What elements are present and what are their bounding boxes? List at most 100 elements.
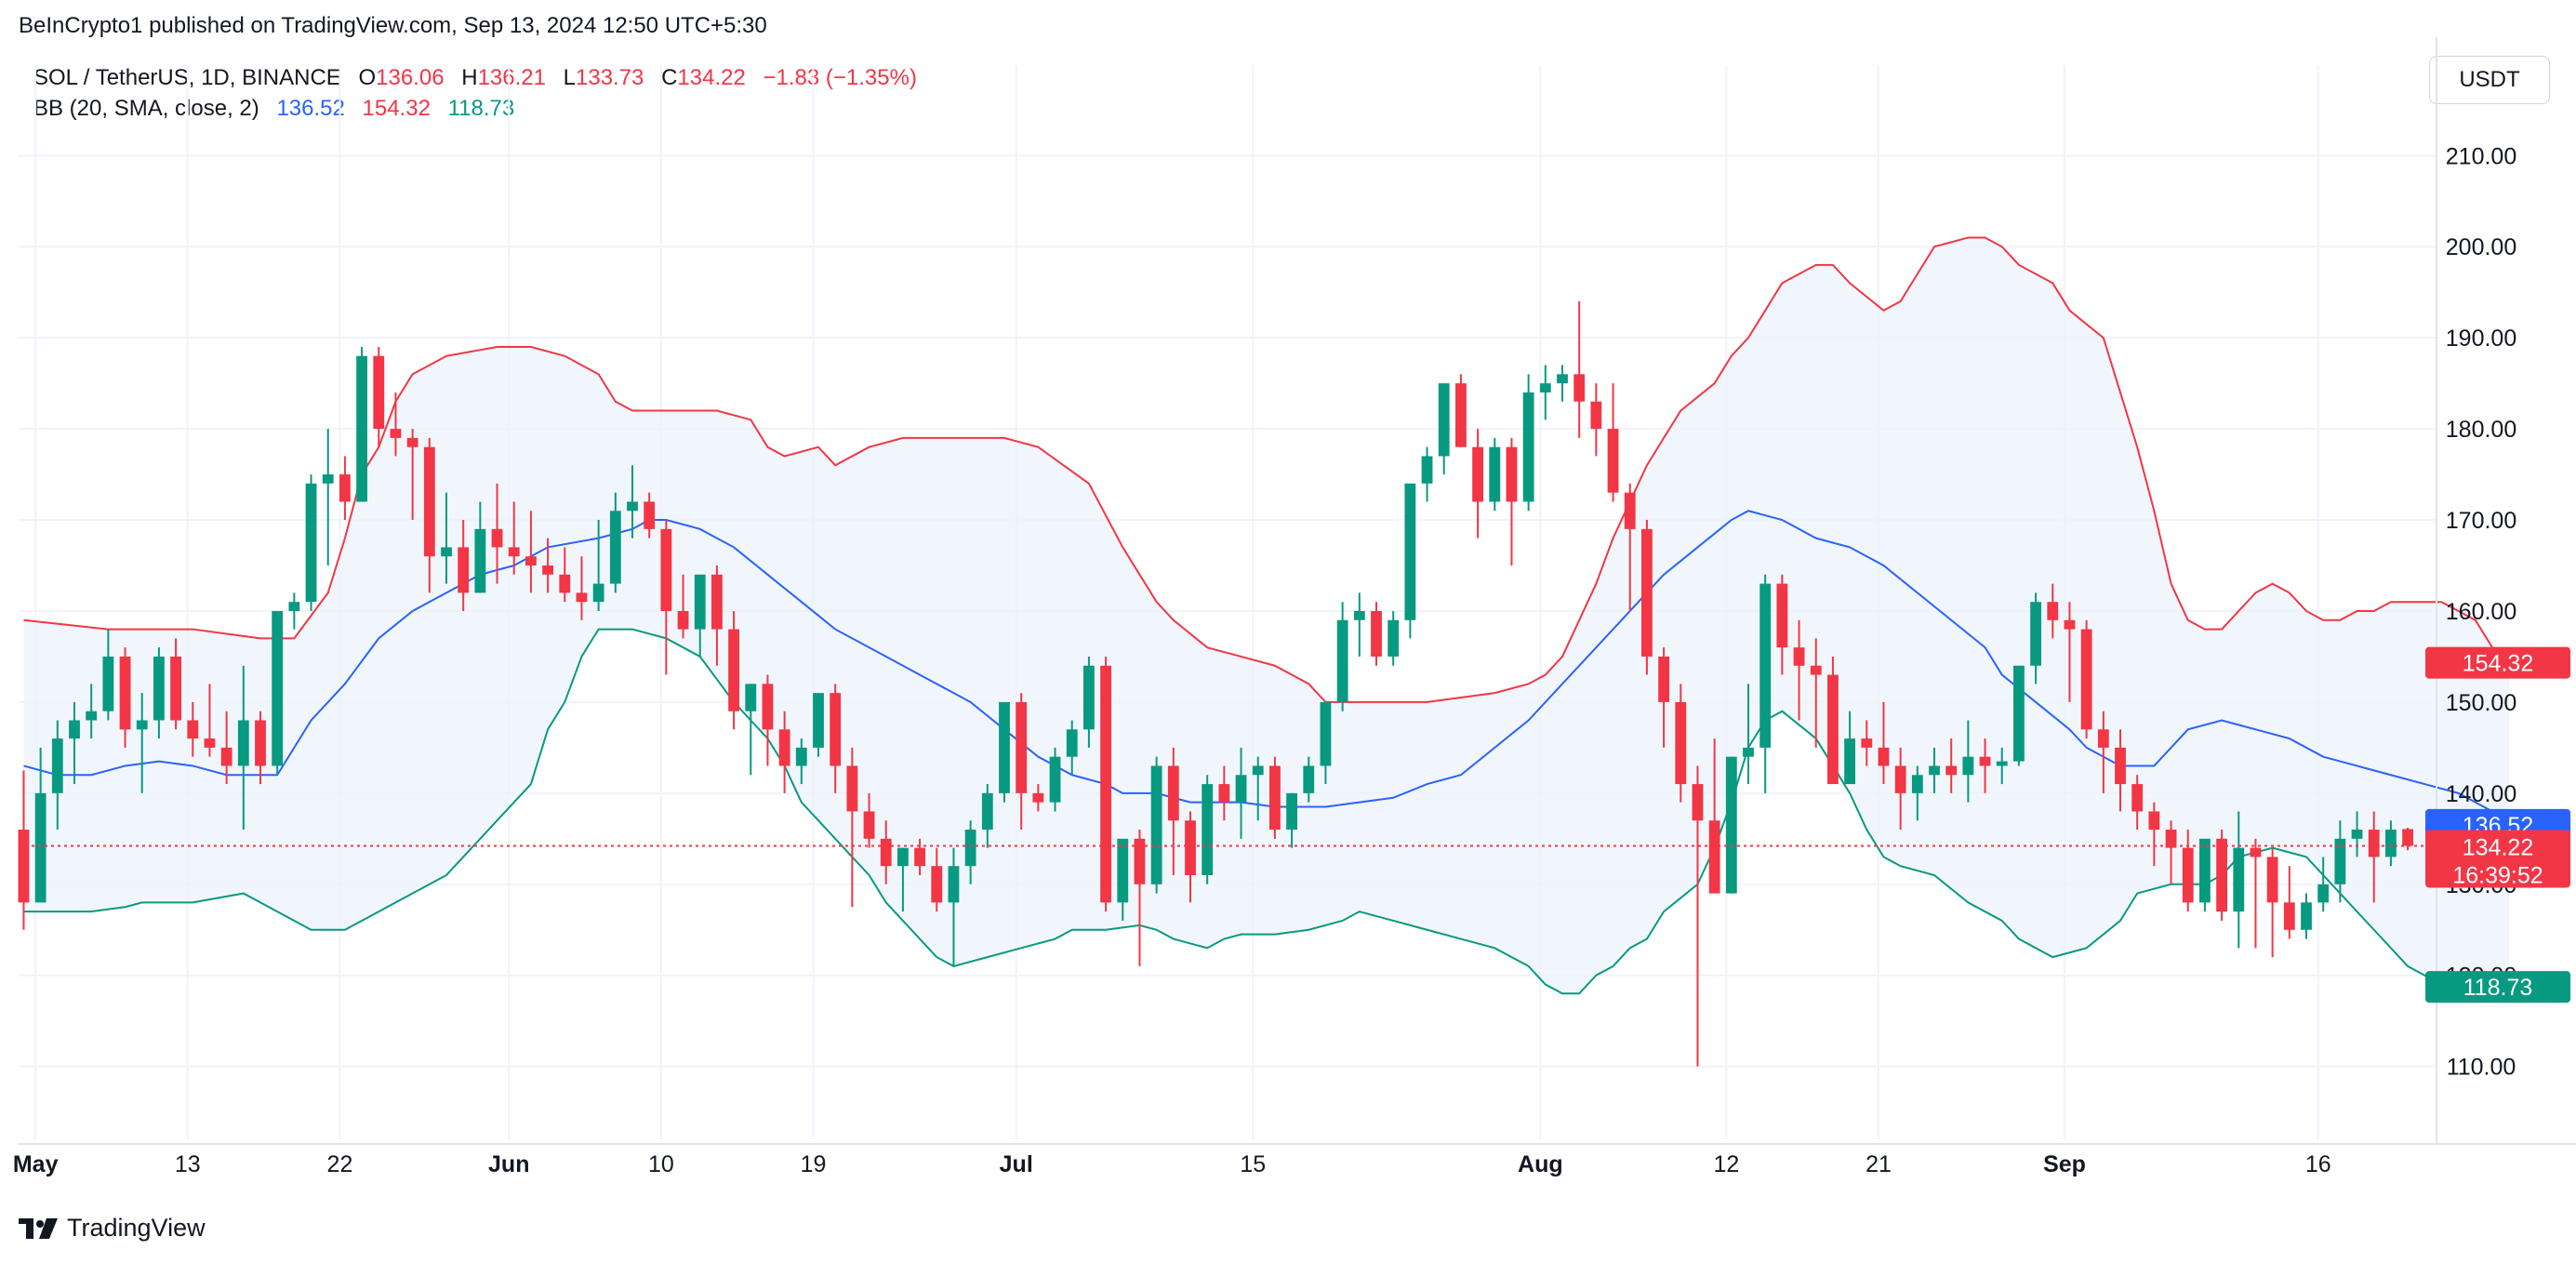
candle (525, 511, 537, 593)
x-tick-label: 10 (648, 1151, 674, 1177)
candle-body (153, 656, 165, 721)
candle-body (1979, 756, 1991, 766)
candle-body (1827, 674, 1839, 785)
candle-body (491, 528, 503, 548)
candle (1979, 738, 1991, 793)
candle-body (1117, 838, 1129, 903)
candle-body (204, 738, 216, 748)
last-price-label-text: 134.22 (2463, 834, 2533, 860)
candle (508, 501, 520, 575)
bollinger-band-layer (23, 236, 2510, 995)
candle-body (1641, 528, 1653, 657)
candle (1100, 656, 1111, 912)
candle-body (390, 429, 402, 438)
candle (1793, 619, 1805, 721)
candle-body (1844, 738, 1855, 785)
y-tick-label: 180.00 (2446, 417, 2516, 443)
candle (1066, 720, 1078, 776)
candle (2030, 592, 2041, 685)
candle (2283, 866, 2295, 939)
candle (1573, 301, 1586, 438)
candle-body (1539, 383, 1551, 392)
candle (2080, 619, 2092, 739)
candle (2216, 830, 2227, 921)
candle (2233, 811, 2245, 949)
bb-indicator-label[interactable]: BB (20, SMA, close, 2) (33, 96, 259, 121)
last-price-label-countdown: 16:39:52 (2452, 862, 2543, 888)
candle-body (458, 547, 470, 593)
x-tick-label: 12 (1713, 1151, 1739, 1177)
candle (2047, 583, 2059, 639)
candle-body (1506, 446, 1518, 502)
candle-body (2148, 811, 2160, 831)
candle-body (373, 355, 385, 430)
close-label: C (661, 65, 678, 90)
candle (2368, 811, 2380, 903)
candle (1455, 374, 1467, 447)
candle-body (2131, 784, 2144, 812)
candle-body (999, 701, 1010, 793)
x-tick-label: Jul (1000, 1151, 1033, 1177)
candle (627, 465, 638, 538)
x-tick-label: Jun (488, 1151, 529, 1177)
candle (863, 792, 875, 848)
candle (288, 592, 300, 630)
candle (18, 770, 30, 930)
candle (322, 429, 334, 566)
candle-body (1185, 820, 1196, 875)
candle-body (846, 765, 858, 812)
candle-body (745, 684, 757, 711)
candle-body (525, 556, 537, 566)
candle-body (1675, 701, 1687, 785)
candle (1218, 765, 1230, 821)
bollinger-band-fill (23, 237, 2510, 994)
candle (1522, 374, 1534, 512)
candle-body (1861, 738, 1873, 748)
candle (1252, 756, 1264, 821)
candle (1235, 747, 1247, 839)
candle (609, 492, 621, 593)
candle (1743, 684, 1754, 785)
candle-body (2199, 838, 2211, 903)
x-tick-label: May (13, 1151, 59, 1177)
candle-body (609, 511, 621, 584)
y-tick-label: 200.00 (2446, 234, 2516, 260)
candle (644, 492, 656, 538)
candle (1962, 720, 1974, 803)
x-tick-label: 15 (1240, 1151, 1266, 1177)
candle (999, 701, 1010, 803)
candle-body (1032, 792, 1044, 803)
candle (1167, 747, 1179, 875)
candle (2351, 811, 2363, 858)
candle-body (423, 446, 435, 557)
candle-body (356, 355, 367, 502)
candle-body (2030, 602, 2041, 666)
candle (1624, 483, 1636, 611)
candle-body (1725, 756, 1737, 894)
candle-body (34, 792, 46, 903)
candle (846, 747, 858, 908)
candle-body (1235, 775, 1247, 803)
candle-body (1743, 747, 1754, 757)
candle-body (1252, 765, 1264, 776)
candle (1844, 711, 1855, 785)
candle-body (2402, 829, 2413, 846)
lower-band-price-label-text: 118.73 (2463, 975, 2533, 1001)
candle-body (2233, 847, 2245, 912)
currency-button[interactable]: USDT (2429, 56, 2550, 104)
last-price-label-bg (2425, 830, 2570, 888)
candle (423, 437, 435, 593)
candle-body (1286, 792, 1297, 831)
tradingview-logo[interactable]: TradingView (19, 1214, 206, 1243)
candle (559, 547, 571, 603)
candle-body (1692, 784, 1704, 821)
y-tick-label: 210.00 (2446, 143, 2516, 169)
candles-layer (18, 301, 2437, 1067)
candle-body (1759, 583, 1772, 748)
candle-body (592, 583, 604, 603)
candle-body (627, 501, 638, 512)
candle (813, 693, 824, 757)
candle (1878, 701, 1890, 785)
candle-body (931, 866, 943, 903)
